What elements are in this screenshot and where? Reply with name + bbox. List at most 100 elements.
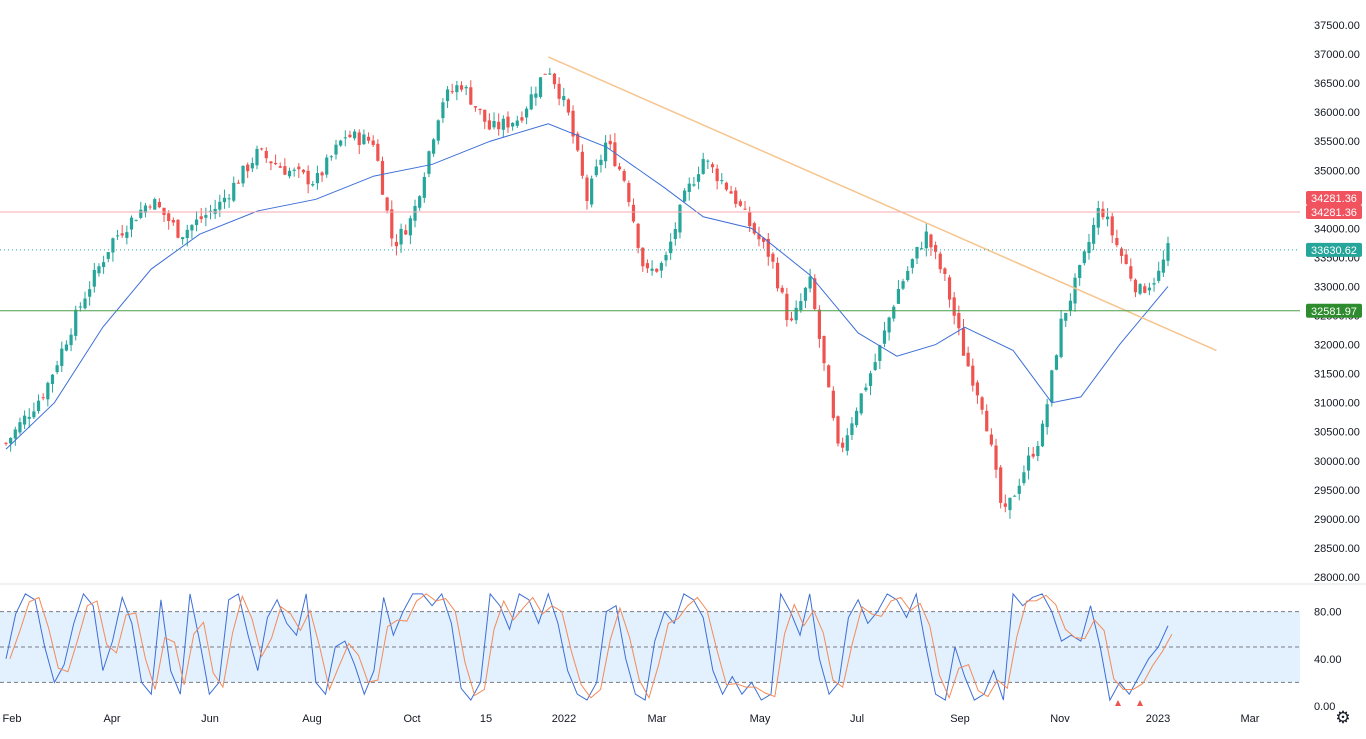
candle-body xyxy=(1073,278,1076,304)
candle-body xyxy=(506,117,509,128)
candle-body xyxy=(590,179,593,205)
candle-body xyxy=(562,96,565,100)
settings-gear-icon[interactable]: ⚙ xyxy=(1334,709,1352,727)
candle-body xyxy=(279,166,282,168)
x-tick-label: May xyxy=(750,713,771,725)
candle-body xyxy=(976,382,979,395)
candle-body xyxy=(283,166,286,175)
candle-body xyxy=(451,91,454,92)
resistance-price-label-upper: 34281.36 xyxy=(1311,193,1357,205)
candle-body xyxy=(79,306,82,307)
candle-body xyxy=(585,178,588,201)
candle-body xyxy=(1134,280,1137,292)
y-tick-label: 30000.00 xyxy=(1314,456,1360,468)
candle-body xyxy=(362,134,365,144)
y-tick-label: 33000.00 xyxy=(1314,281,1360,293)
candle-body xyxy=(990,434,993,444)
candle-body xyxy=(93,270,96,287)
candle-body xyxy=(530,94,533,109)
candle-body xyxy=(683,190,686,201)
candle-body xyxy=(1078,265,1081,278)
candle-body xyxy=(218,202,221,210)
candle-body xyxy=(901,281,904,289)
y-tick-label: 31500.00 xyxy=(1314,369,1360,381)
candle-body xyxy=(948,277,951,299)
candle-body xyxy=(265,151,268,158)
candle-body xyxy=(641,248,644,266)
candle-body xyxy=(1166,243,1169,261)
candle-body xyxy=(446,89,449,101)
candle-body xyxy=(1143,286,1146,293)
candle-body xyxy=(971,366,974,386)
candle-body xyxy=(1008,498,1011,510)
candle-body xyxy=(1046,404,1049,427)
candle-body xyxy=(548,74,551,75)
x-tick-label: 15 xyxy=(480,713,492,725)
candle-body xyxy=(544,74,547,75)
candle-body xyxy=(23,416,26,425)
last-price-label: 33630.62 xyxy=(1311,245,1357,257)
y-tick-label: 36500.00 xyxy=(1314,78,1360,90)
candle-body xyxy=(320,172,323,175)
candle-body xyxy=(511,123,514,127)
candle-body xyxy=(441,102,444,118)
candle-body xyxy=(702,159,705,174)
candle-body xyxy=(4,443,7,444)
candle-body xyxy=(302,170,305,173)
candle-body xyxy=(474,106,477,107)
y-tick-label: 29000.00 xyxy=(1314,514,1360,526)
candle-body xyxy=(395,242,398,246)
candle-body xyxy=(729,191,732,193)
candle-body xyxy=(929,235,932,248)
candle-body xyxy=(204,215,207,218)
candle-body xyxy=(980,397,983,409)
candle-body xyxy=(1115,238,1118,245)
candle-body xyxy=(692,184,695,185)
candle-body xyxy=(135,220,138,221)
candle-body xyxy=(32,411,35,417)
oscillator-pane xyxy=(0,594,1300,706)
x-tick-label: Mar xyxy=(648,713,667,725)
candle-body xyxy=(994,446,997,470)
candle-body xyxy=(9,438,12,444)
y-tick-label: 36000.00 xyxy=(1314,107,1360,119)
candle-body xyxy=(1055,355,1058,369)
candle-body xyxy=(297,167,300,170)
candle-body xyxy=(237,183,240,184)
candle-body xyxy=(748,212,751,226)
y-tick-label: 30500.00 xyxy=(1314,427,1360,439)
candle-body xyxy=(293,170,296,171)
candle-body xyxy=(74,310,77,336)
candle-body xyxy=(599,160,602,165)
candle-body xyxy=(232,183,235,201)
candle-body xyxy=(88,289,91,297)
candle-body xyxy=(478,109,481,110)
candle-body xyxy=(776,263,779,288)
candle-body xyxy=(56,365,59,372)
candle-body xyxy=(427,151,430,174)
candle-body xyxy=(795,308,798,320)
y-tick-label: 37500.00 xyxy=(1314,20,1360,32)
candle-body xyxy=(469,87,472,104)
candle-body xyxy=(860,393,863,413)
candle-body xyxy=(841,443,844,448)
candle-body xyxy=(734,191,737,204)
candle-body xyxy=(809,277,812,289)
candle-body xyxy=(743,209,746,210)
candle-body xyxy=(172,220,175,223)
candle-body xyxy=(623,171,626,181)
x-tick-label: Aug xyxy=(302,713,322,725)
candle-body xyxy=(1059,319,1062,357)
candle-body xyxy=(18,422,21,432)
candle-body xyxy=(739,201,742,205)
y-tick-label: 31000.00 xyxy=(1314,398,1360,410)
candle-body xyxy=(51,375,54,384)
candle-body xyxy=(999,467,1002,503)
candle-body xyxy=(455,85,458,92)
candle-body xyxy=(195,220,198,226)
candle-body xyxy=(553,74,556,85)
candle-body xyxy=(274,163,277,164)
candles xyxy=(4,68,1169,519)
candle-body xyxy=(785,294,788,320)
